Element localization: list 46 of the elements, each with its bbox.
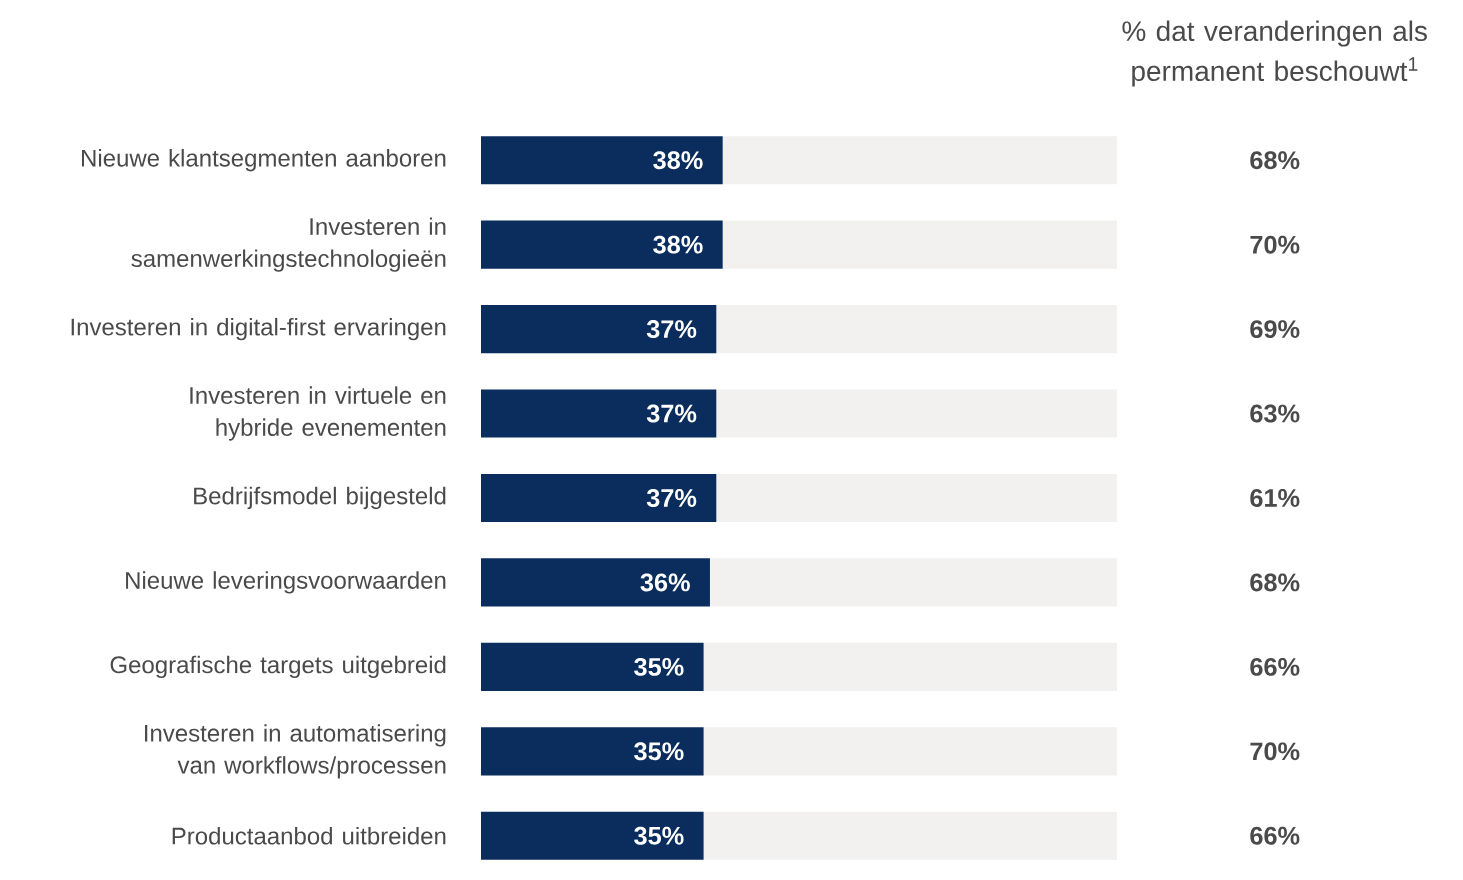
y-tick-label: Investeren in samenwerkingstechnologieën [131, 217, 446, 272]
bar [481, 305, 717, 354]
text: 68% [1250, 151, 1300, 170]
data-label: 35% [634, 657, 684, 676]
bar [481, 811, 704, 860]
bar [722, 136, 1117, 185]
text: 70% [1250, 742, 1300, 761]
bar [481, 558, 710, 607]
bar [481, 473, 717, 523]
bar [481, 642, 704, 691]
bar [703, 811, 1117, 860]
data-label: 38% [653, 235, 703, 254]
data-label: 37% [646, 404, 697, 423]
bar [481, 389, 717, 438]
bar [481, 220, 723, 269]
y-tick-label: Investeren in automatisering van workflows/processen [145, 724, 446, 779]
bar [716, 473, 1117, 523]
y-tick-label: Investeren in virtuele en hybride evenementen [190, 386, 446, 441]
data-label: 36% [640, 573, 690, 592]
bar [703, 727, 1117, 776]
text: 61% [1250, 489, 1300, 507]
y-tick-label: Nieuwe klantsegmenten aanboren [82, 149, 446, 172]
text: 66% [1250, 657, 1300, 676]
data-label: 35% [634, 826, 684, 845]
bar [481, 136, 723, 185]
data-label: 37% [646, 489, 697, 507]
y-tick-label: Productaanbod uitbreiden [172, 826, 446, 845]
text: % dat veranderingen als permanent beschouwt$^{1}$ [1122, 20, 1427, 87]
data-label: 35% [634, 742, 684, 761]
text: 68% [1250, 573, 1300, 592]
bar [481, 727, 704, 776]
data-label: 38% [653, 151, 703, 170]
text: 63% [1250, 404, 1300, 423]
y-tick-label: Bedrijfsmodel bijgesteld [194, 486, 446, 510]
bar [716, 305, 1117, 354]
bar [716, 389, 1117, 438]
y-tick-label: Nieuwe leveringsvoorwaarden [126, 571, 446, 594]
text: 69% [1250, 320, 1300, 339]
bar [722, 220, 1117, 269]
text: 70% [1250, 235, 1300, 254]
y-tick-label: Geografische targets uitgebreid [110, 655, 446, 679]
y-tick-label: Investeren in digital-first ervaringen [71, 317, 446, 341]
data-label: 37% [646, 320, 697, 339]
text: 66% [1250, 826, 1300, 845]
bar [709, 558, 1117, 607]
bar [703, 642, 1117, 691]
